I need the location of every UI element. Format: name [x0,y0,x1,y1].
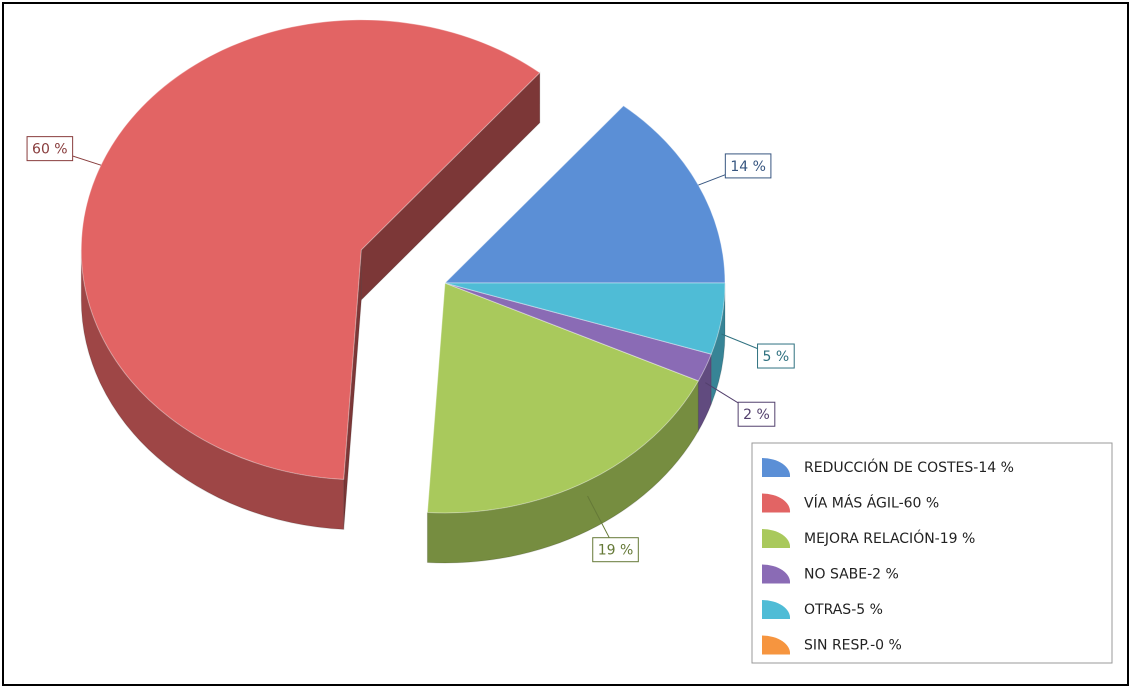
legend-swatch [762,529,791,548]
data-label: 60 % [32,142,68,158]
legend-label: REDUCCIÓN DE COSTES-14 % [804,458,1014,476]
legend-swatch [762,635,791,655]
slice [426,282,700,514]
label-box [724,153,772,179]
legend-label: MEJORA RELACIÓN-19 % [804,529,975,547]
label-box [26,136,74,162]
legend-swatch [762,458,791,477]
data-labels: 14 % 60 % 19 % 2 % 5 % [26,136,795,563]
slice [444,282,712,382]
legend-label: VÍA MÁS ÁGIL-60 % [804,495,939,512]
slice [444,282,726,355]
legend-swatch [762,600,791,619]
legend-label: OTRAS-5 % [804,602,883,618]
label-box [737,401,776,427]
legend: REDUCCIÓN DE COSTES-14 % VÍA MÁS ÁGIL-60 … [751,442,1113,664]
label-box [757,343,795,369]
data-label: 2 % [743,407,770,423]
pie [80,19,726,564]
legend-label: SIN RESP.-0 % [804,638,902,654]
data-label: 19 % [598,543,634,559]
legend-label: NO SABE-2 % [804,567,899,583]
legend-swatch [762,564,791,584]
legend-swatch [762,493,791,513]
data-label: 14 % [730,159,766,175]
legend-box [751,442,1113,664]
label-box [592,537,639,563]
data-label: 5 % [763,349,790,365]
